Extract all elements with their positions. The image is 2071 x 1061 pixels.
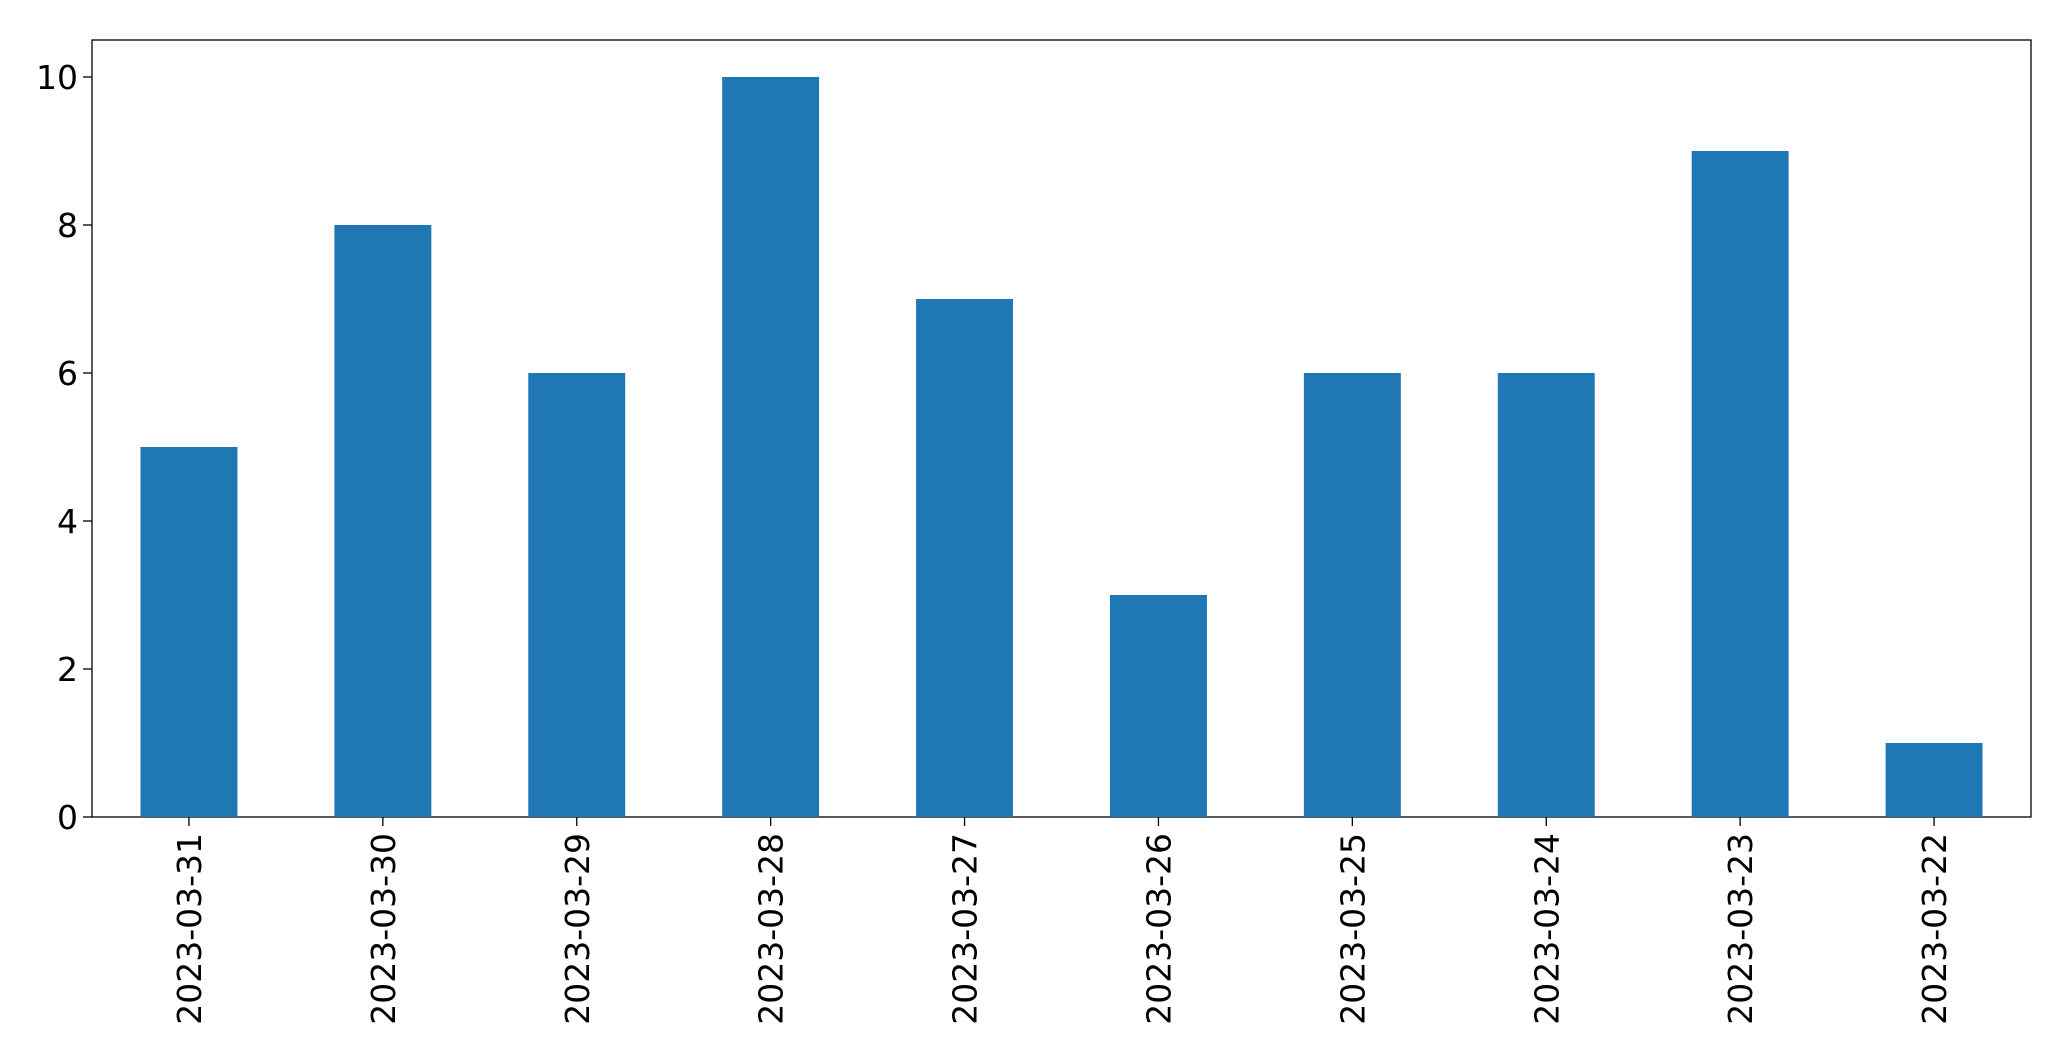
y-tick-label: 4 <box>57 502 78 541</box>
y-tick-label: 6 <box>57 354 78 393</box>
bar <box>1303 373 1401 817</box>
x-tick-label: 2023-03-23 <box>1721 833 1760 1025</box>
x-tick-label: 2023-03-29 <box>558 833 597 1025</box>
y-tick-label: 2 <box>57 650 78 689</box>
x-tick-label: 2023-03-31 <box>170 833 209 1025</box>
y-tick-label: 8 <box>57 206 78 245</box>
x-tick-label: 2023-03-25 <box>1333 833 1372 1025</box>
x-tick-label: 2023-03-28 <box>752 833 791 1025</box>
bar <box>916 299 1014 817</box>
bar <box>722 77 820 817</box>
x-tick-label: 2023-03-22 <box>1915 833 1954 1025</box>
axes-frame <box>91 39 2032 818</box>
x-tick-label: 2023-03-24 <box>1527 833 1566 1025</box>
y-tick-label: 10 <box>36 58 78 97</box>
bar <box>1885 743 1983 817</box>
bar <box>140 447 238 817</box>
x-tick-label: 2023-03-30 <box>364 833 403 1025</box>
y-tick-label: 0 <box>57 798 78 837</box>
bar <box>1691 151 1789 817</box>
bar <box>1497 373 1595 817</box>
x-tick-label: 2023-03-26 <box>1139 833 1178 1025</box>
bar <box>334 225 432 817</box>
x-tick-label: 2023-03-27 <box>946 833 985 1025</box>
bar <box>1109 595 1207 817</box>
bar <box>528 373 626 817</box>
